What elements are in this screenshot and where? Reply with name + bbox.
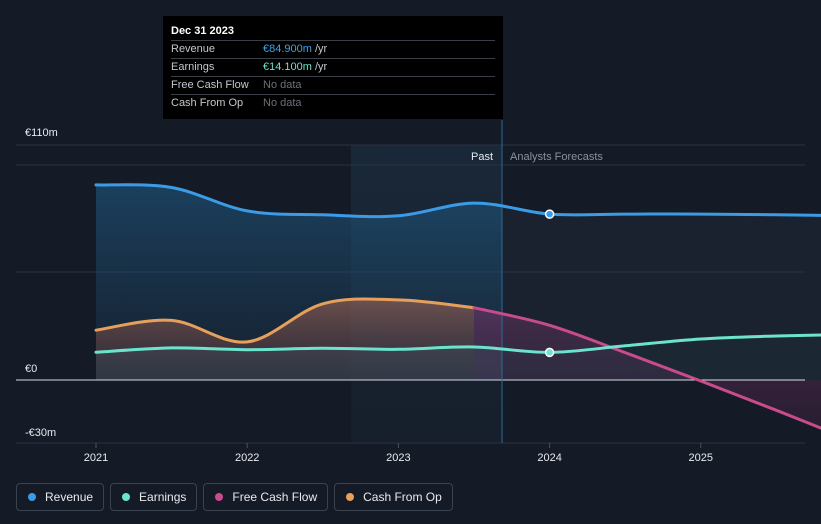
forecast-label: Analysts Forecasts: [510, 151, 603, 163]
tooltip-row-revenue: Revenue €84.900m /yr: [171, 41, 495, 59]
earnings-forecast-area: [502, 335, 821, 380]
legend: Revenue Earnings Free Cash Flow Cash Fro…: [16, 483, 453, 511]
tooltip: Dec 31 2023 Revenue €84.900m /yr Earning…: [163, 16, 503, 119]
earnings-area: [96, 346, 502, 380]
legend-label: Revenue: [45, 490, 94, 504]
tooltip-row-earnings: Earnings €14.100m /yr: [171, 59, 495, 77]
revenue-line: [94, 183, 821, 219]
x-tick-label-2022: 2022: [235, 452, 259, 464]
earnings-highlight-point: [544, 347, 555, 358]
tooltip-label: Free Cash Flow: [171, 79, 249, 91]
tooltip-date: Dec 31 2023: [171, 22, 495, 41]
legend-dot-icon: [122, 493, 131, 501]
earnings-line: [94, 333, 821, 354]
tooltip-row-cfo: Cash From Op No data: [171, 95, 495, 112]
legend-dot-icon: [346, 493, 355, 501]
tooltip-row-fcf: Free Cash Flow No data: [171, 77, 495, 95]
fcf-area: [474, 307, 821, 429]
tooltip-value: No data: [263, 97, 302, 109]
tooltip-unit: /yr: [314, 43, 328, 55]
x-tick-label-2023: 2023: [386, 452, 410, 464]
tooltip-label: Cash From Op: [171, 97, 244, 109]
x-tick-label-2021: 2021: [84, 452, 108, 464]
tooltip-value: No data: [263, 79, 302, 91]
highlight-markers: [544, 209, 555, 358]
legend-item-revenue[interactable]: Revenue: [16, 483, 105, 511]
legend-item-free-cash-flow[interactable]: Free Cash Flow: [203, 483, 329, 511]
legend-dot-icon: [28, 493, 36, 501]
y-tick-label-0: €0: [25, 363, 37, 375]
tooltip-unit: /yr: [314, 61, 328, 73]
tooltip-label: Revenue: [171, 43, 216, 55]
tooltip-value: €14.100m: [263, 61, 312, 73]
legend-label: Cash From Op: [363, 490, 442, 504]
tooltip-label: Earnings: [171, 61, 215, 73]
x-tick-label-2025: 2025: [689, 452, 713, 464]
legend-label: Free Cash Flow: [232, 490, 318, 504]
legend-item-cash-from-op[interactable]: Cash From Op: [334, 483, 453, 511]
series-lines: [94, 183, 821, 430]
legend-item-earnings[interactable]: Earnings: [110, 483, 198, 511]
cfo-area: [96, 298, 474, 380]
legend-dot-icon: [215, 493, 224, 501]
tooltip-value: €84.900m: [263, 43, 312, 55]
fcf-line: [472, 306, 821, 430]
revenue-highlight-point: [544, 209, 555, 219]
x-tick-label-2024: 2024: [537, 452, 561, 464]
y-tick-label-neg30: -€30m: [25, 427, 56, 439]
past-label: Past: [471, 151, 493, 163]
legend-label: Earnings: [139, 490, 187, 504]
y-tick-label-110: €110m: [25, 127, 58, 139]
cfo-line: [94, 297, 476, 344]
x-axis-ticks: 2021 2022 2023 2024 2025: [84, 443, 713, 464]
